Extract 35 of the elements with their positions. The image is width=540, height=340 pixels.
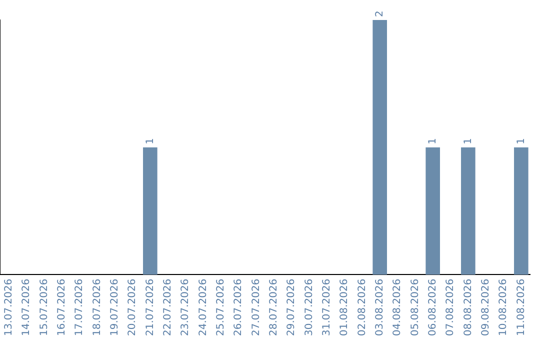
x-tick-label: 20.07.2026 <box>127 278 138 336</box>
x-tick-label: 08.08.2026 <box>462 278 474 336</box>
x-tick-label: 18.07.2026 <box>92 278 103 336</box>
x-tick-label: 31.07.2026 <box>321 278 332 336</box>
x-tick-label: 17.07.2026 <box>74 278 86 336</box>
x-tick-label: 23.07.2026 <box>180 278 192 336</box>
data-label: 1 <box>427 138 438 144</box>
data-label: 1 <box>144 138 156 144</box>
x-tick-label: 30.07.2026 <box>304 278 315 336</box>
x-tick-label: 16.07.2026 <box>56 278 68 336</box>
x-tick-label: 05.08.2026 <box>410 278 421 336</box>
x-tick-label: 14.07.2026 <box>21 278 32 336</box>
x-tick-label: 06.08.2026 <box>427 278 438 336</box>
data-label: 1 <box>516 138 527 144</box>
x-tick-label: 28.07.2026 <box>268 278 280 336</box>
x-tick-label: 01.08.2026 <box>339 278 350 336</box>
x-tick-label: 11.08.2026 <box>516 278 527 336</box>
x-tick-label: 09.08.2026 <box>480 278 492 336</box>
x-tick-label: 03.08.2026 <box>374 278 386 336</box>
x-tick-label: 15.07.2026 <box>38 278 50 336</box>
x-tick-label: 25.07.2026 <box>215 278 226 336</box>
data-label: 1 <box>462 138 474 144</box>
x-tick-label: 10.08.2026 <box>498 278 510 336</box>
x-tick-label: 21.07.2026 <box>144 278 156 336</box>
x-tick-label: 27.07.2026 <box>250 278 262 336</box>
x-tick-label: 24.07.2026 <box>198 278 209 336</box>
x-tick-label: 02.08.2026 <box>356 278 368 336</box>
data-label: 2 <box>374 10 386 17</box>
x-tick-label: 19.07.2026 <box>109 278 120 336</box>
x-tick-label: 13.07.2026 <box>3 278 14 336</box>
x-tick-label: 04.08.2026 <box>392 278 404 336</box>
x-tick-label: 07.08.2026 <box>445 278 456 336</box>
x-tick-label: 29.07.2026 <box>286 278 298 336</box>
x-tick-label: 22.07.2026 <box>162 278 174 336</box>
x-tick-label: 26.07.2026 <box>233 278 244 336</box>
